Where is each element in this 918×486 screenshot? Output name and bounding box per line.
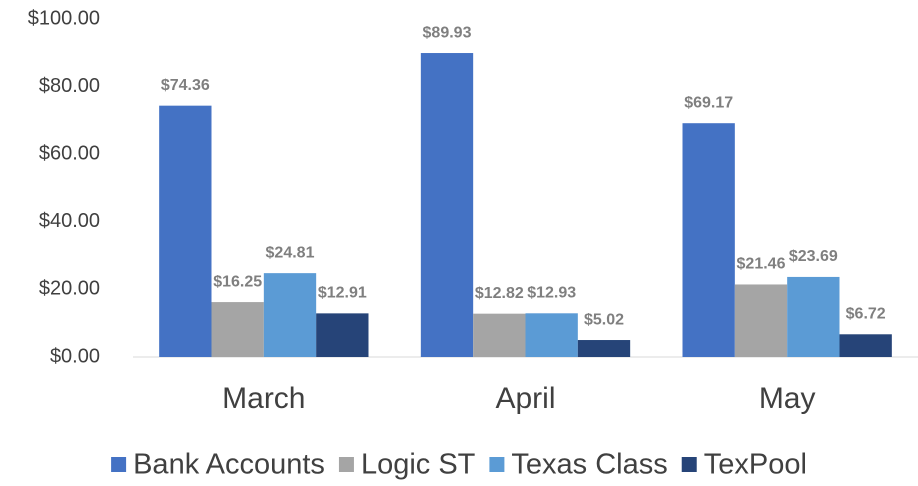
data-label: $12.82 (475, 285, 524, 302)
x-tick-label: April (495, 382, 555, 415)
bar (211, 302, 264, 357)
bar (263, 273, 317, 357)
data-label: $6.72 (846, 306, 886, 323)
data-label: $21.46 (737, 256, 786, 273)
data-label: $23.69 (789, 248, 838, 265)
bar (420, 53, 474, 358)
y-tick-label: $80.00 (39, 75, 100, 97)
y-tick-label: $40.00 (39, 210, 100, 232)
y-tick-label: $20.00 (39, 278, 100, 300)
data-label: $89.93 (423, 24, 472, 41)
x-tick-label: May (759, 382, 816, 415)
y-tick-label: $0.00 (50, 345, 100, 367)
legend-label: Texas Class (511, 449, 667, 481)
bar (159, 105, 212, 357)
data-label: $69.17 (684, 94, 733, 111)
bar (734, 284, 788, 357)
x-tick-label: March (222, 382, 305, 415)
data-label: $12.93 (527, 285, 576, 302)
legend-swatch (489, 457, 505, 472)
legend-label: Bank Accounts (133, 449, 325, 481)
legend-label: TexPool (704, 449, 807, 481)
bar (577, 340, 631, 357)
legend-swatch (338, 457, 354, 472)
data-label: $12.91 (318, 285, 367, 302)
legend-label: Logic ST (361, 449, 476, 481)
bar (473, 313, 526, 357)
data-label: $16.25 (213, 273, 262, 290)
bar (787, 276, 840, 357)
legend-swatch (681, 457, 697, 472)
y-tick-label: $100.00 (28, 7, 100, 29)
bar (682, 123, 735, 357)
data-label: $24.81 (266, 244, 315, 261)
bar (525, 313, 578, 357)
bar (839, 334, 892, 357)
y-tick-label: $60.00 (39, 142, 100, 164)
data-label: $74.36 (161, 77, 210, 94)
data-label: $5.02 (584, 311, 624, 328)
legend-swatch (111, 457, 127, 472)
bar (316, 313, 369, 357)
